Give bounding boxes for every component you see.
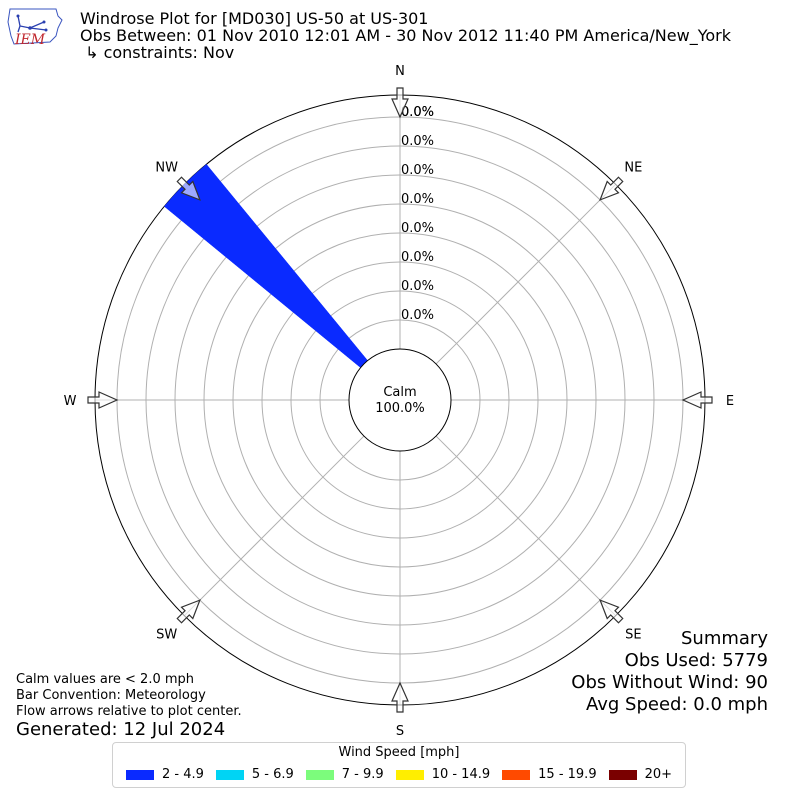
radial-tick-label: 0.0% — [401, 192, 434, 207]
legend-title: Wind Speed [mph] — [338, 745, 460, 760]
legend-label: 20+ — [644, 767, 673, 782]
flow-arrow-shape — [176, 176, 201, 201]
legend-swatch — [395, 769, 424, 780]
legend-swatch — [608, 769, 637, 780]
flow-arrow-icon — [391, 681, 409, 713]
grid-spoke — [435, 435, 617, 617]
legend-item: 20+ — [608, 767, 673, 782]
obs-without-wind: Obs Without Wind: 90 — [571, 672, 768, 693]
calm-note: Calm values are < 2.0 mph — [16, 672, 195, 687]
obs-range: Obs Between: 01 Nov 2010 12:01 AM - 30 N… — [80, 26, 731, 45]
logo-network-lines — [17, 15, 47, 33]
direction-label: NW — [155, 161, 178, 176]
legend-label: 2 - 4.9 — [161, 767, 204, 782]
radial-tick-label: 0.0% — [401, 308, 434, 323]
flow-arrow-icon — [599, 599, 624, 624]
flow-note: Flow arrows relative to plot center. — [16, 704, 242, 719]
logo-text: IEM — [14, 32, 46, 48]
direction-label: NE — [624, 161, 642, 176]
avg-speed: Avg Speed: 0.0 mph — [586, 694, 768, 715]
grid-spoke — [183, 435, 365, 617]
logo-node — [42, 20, 46, 24]
iem-logo: IEM — [7, 8, 63, 48]
summary: Summary Obs Used: 5779 Obs Without Wind:… — [571, 628, 768, 716]
summary-heading: Summary — [681, 628, 768, 649]
flow-arrow-shape — [599, 176, 624, 201]
flow-arrow-shape — [176, 599, 201, 624]
legend-swatch — [305, 769, 334, 780]
calm-circle — [348, 348, 452, 452]
radial-tick-label: 0.0% — [401, 221, 434, 236]
radial-tick-label: 0.0% — [401, 105, 434, 120]
radial-tick-label: 0.0% — [401, 279, 434, 294]
flow-arrow-icon — [599, 176, 624, 201]
direction-label: SW — [156, 627, 177, 642]
legend-item: 10 - 14.9 — [395, 767, 491, 782]
direction-label: E — [726, 394, 734, 409]
legend-item: 7 - 9.9 — [305, 767, 384, 782]
flow-arrow-icon — [391, 87, 409, 119]
legend: Wind Speed [mph] 2 - 4.9 5 - 6.9 7 - 9.9 10… — [112, 742, 686, 788]
legend-swatch — [125, 769, 154, 780]
obs-used: Obs Used: 5779 — [624, 650, 768, 671]
radial-tick-label: 0.0% — [401, 250, 434, 265]
calm-value: 100.0% — [375, 401, 425, 416]
legend-swatch — [502, 769, 531, 780]
legend-item: 2 - 4.9 — [125, 767, 204, 782]
convention-note: Bar Convention: Meteorology — [16, 688, 206, 703]
title-block: Windrose Plot for [MD030] US-50 at US-30… — [80, 10, 731, 61]
legend-item: 5 - 6.9 — [215, 767, 294, 782]
direction-label: SE — [625, 627, 641, 642]
calm-label: Calm — [383, 385, 416, 400]
iowa-state-outline — [7, 8, 63, 45]
logo-node — [16, 14, 20, 18]
flow-arrow-shape — [391, 681, 409, 713]
legend-label: 5 - 6.9 — [251, 767, 294, 782]
legend-item: 15 - 19.9 — [502, 767, 597, 782]
flow-arrow-icon — [681, 391, 713, 409]
flow-arrow-shape — [391, 87, 409, 119]
legend-label: 15 - 19.9 — [538, 767, 597, 782]
radial-tick-label: 0.0% — [401, 134, 434, 149]
radial-tick-label: 0.0% — [401, 105, 434, 120]
constraints: ↳ constraints: Nov — [80, 43, 235, 62]
legend-swatch — [215, 769, 244, 780]
notes: Calm values are < 2.0 mph Bar Convention… — [16, 672, 242, 720]
grid-spoke — [435, 183, 617, 365]
logo-node — [28, 26, 32, 30]
generated-date: Generated: 12 Jul 2024 — [16, 719, 226, 740]
flow-arrow-icon — [176, 599, 201, 624]
direction-label: S — [396, 724, 404, 739]
plot-title: Windrose Plot for [MD030] US-50 at US-30… — [80, 9, 429, 28]
logo-node — [44, 28, 48, 32]
flow-arrow-shape — [87, 391, 119, 409]
legend-label: 7 - 9.9 — [341, 767, 384, 782]
legend-label: 10 - 14.9 — [431, 767, 491, 782]
radial-tick-label: 0.0% — [401, 163, 434, 178]
direction-label: N — [395, 64, 405, 79]
flow-arrow-icon — [87, 391, 119, 409]
flow-arrow-shape — [599, 599, 624, 624]
legend-items: 2 - 4.9 5 - 6.9 7 - 9.9 10 - 14.9 15 - 19.9 2… — [113, 767, 685, 782]
flow-arrow-icon — [176, 176, 201, 201]
direction-label: W — [64, 394, 77, 409]
flow-arrow-shape — [681, 391, 713, 409]
